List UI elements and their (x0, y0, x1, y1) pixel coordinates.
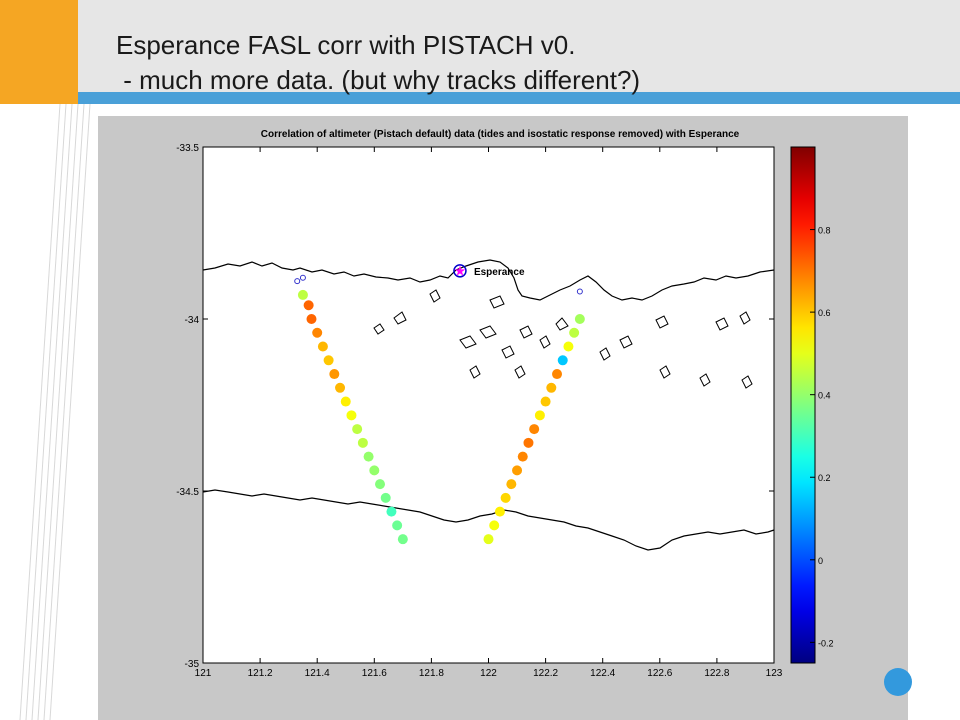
data-point (386, 506, 397, 517)
station-marker: ★ Esperance (453, 264, 525, 278)
station-label: Esperance (474, 267, 525, 278)
data-point (546, 382, 557, 393)
data-point (352, 424, 363, 435)
data-point (375, 479, 386, 490)
data-point (552, 369, 563, 380)
data-point (523, 437, 534, 448)
y-tick-label: -35 (185, 659, 200, 670)
data-point (323, 355, 334, 366)
y-tick-label: -34 (185, 315, 200, 326)
colorbar-tick-label: -0.2 (818, 638, 834, 648)
data-point (317, 341, 328, 352)
data-point (340, 396, 351, 407)
data-points (294, 274, 585, 545)
logo-circle (884, 668, 912, 696)
x-tick-label: 122.4 (590, 668, 615, 679)
data-point (297, 289, 308, 300)
x-tick-label: 122 (480, 668, 497, 679)
data-point (534, 410, 545, 421)
data-point (569, 327, 580, 338)
data-point (489, 520, 500, 531)
orange-accent-block (0, 0, 78, 104)
data-point (357, 437, 368, 448)
colorbar-tick-label: 0.6 (818, 308, 831, 318)
data-point (329, 369, 340, 380)
axes: 121 121.2 121.4 121.6 121.8 122 122.2 122.4 122.… (176, 143, 783, 679)
plot-area (202, 146, 775, 664)
x-tick-label: 121.8 (419, 668, 444, 679)
coastline-north (202, 259, 775, 301)
x-tick-label: 121.4 (305, 668, 330, 679)
x-tick-label: 121 (195, 668, 212, 679)
y-tick-label: -34.5 (176, 487, 199, 498)
data-point (335, 382, 346, 393)
colorbar-tick-label: 0 (818, 556, 823, 566)
x-tick-label: 122.6 (647, 668, 672, 679)
data-point (346, 410, 357, 421)
y-tick-label: -33.5 (176, 143, 199, 154)
data-point (529, 424, 540, 435)
data-point-hollow (576, 288, 583, 295)
colorbar: -0.2 0 0.2 0.4 0.6 0.8 (790, 146, 834, 664)
data-point (397, 534, 408, 545)
slide-title: Esperance FASL corr with PISTACH v0. - m… (116, 30, 641, 95)
data-point (500, 492, 511, 503)
data-point (557, 355, 568, 366)
x-tick-label: 123 (766, 668, 783, 679)
title-band (78, 0, 960, 104)
colorbar-rect (790, 146, 816, 664)
data-point (303, 300, 314, 311)
data-point (506, 479, 517, 490)
data-point (306, 314, 317, 324)
data-point (494, 506, 505, 517)
colorbar-tick-label: 0.4 (818, 391, 831, 401)
data-point (369, 465, 380, 476)
data-point (392, 520, 403, 531)
data-point (380, 492, 391, 503)
x-tick-label: 122.8 (704, 668, 729, 679)
station-star: ★ (455, 264, 466, 278)
chart-title: Correlation of altimeter (Pistach defaul… (261, 129, 740, 140)
x-tick-label: 121.6 (362, 668, 387, 679)
islands (373, 289, 753, 389)
data-point (540, 396, 551, 407)
data-point (363, 451, 374, 462)
data-point-hollow (294, 278, 301, 285)
data-point (483, 534, 494, 545)
decorative-lines (19, 104, 91, 720)
colorbar-tick-label: 0.2 (818, 473, 831, 483)
data-point (312, 327, 323, 338)
data-point-hollow (299, 274, 306, 281)
x-tick-label: 121.2 (248, 668, 273, 679)
data-point (574, 314, 585, 324)
data-point (517, 451, 528, 462)
x-tick-label: 122.2 (533, 668, 558, 679)
coastline-south (202, 489, 775, 551)
data-point (563, 341, 574, 352)
data-point (512, 465, 523, 476)
station-ring (453, 264, 467, 278)
colorbar-tick-label: 0.8 (818, 226, 831, 236)
